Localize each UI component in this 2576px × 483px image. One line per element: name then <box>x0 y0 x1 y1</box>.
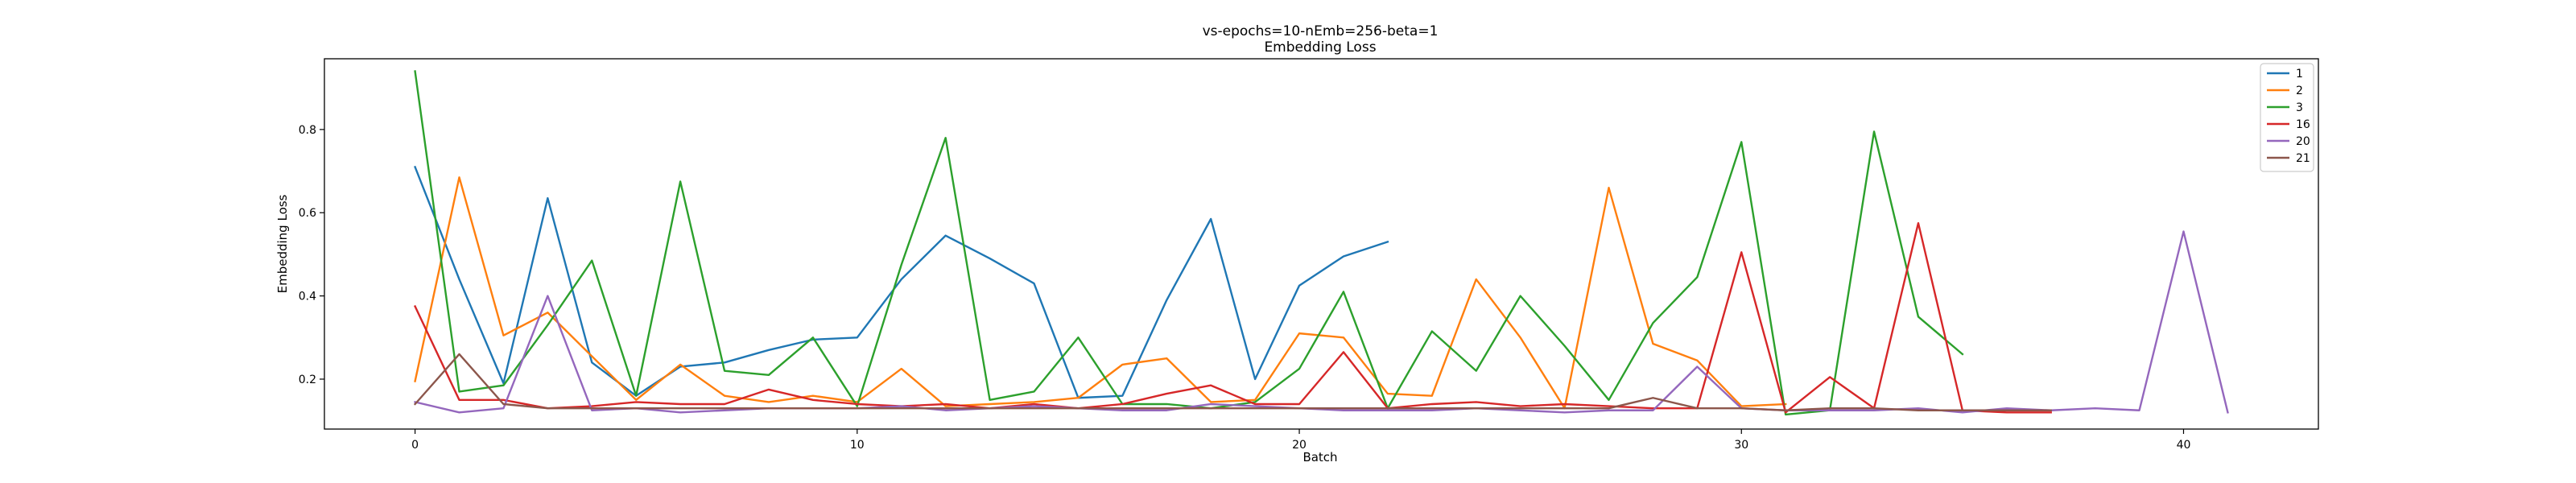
legend-label-1: 1 <box>2296 68 2303 80</box>
y-tick-label: 0.4 <box>299 291 316 303</box>
series-line-2 <box>414 176 1787 410</box>
y-tick-label: 0.2 <box>299 374 316 386</box>
y-axis-label: Embedding Loss <box>275 194 290 293</box>
legend-label-21: 21 <box>2296 152 2310 165</box>
chart-subtitle: Embedding Loss <box>1264 39 1376 56</box>
series-line-20 <box>414 230 2229 414</box>
chart-title: vs-epochs=10-nEmb=256-beta=1 <box>1203 23 1439 39</box>
series-line-21 <box>413 353 2052 411</box>
plot-area: 0 10 20 30 40 0.2 0.4 0.6 0.8 <box>299 58 2319 452</box>
legend-label-16: 16 <box>2296 118 2310 131</box>
x-tick-label: 0 <box>411 439 419 452</box>
x-tick-label: 10 <box>850 439 865 452</box>
x-tick-label: 40 <box>2177 439 2191 452</box>
series-line-1 <box>414 165 1389 399</box>
legend-label-3: 3 <box>2296 101 2303 114</box>
x-axis-label: Batch <box>1302 450 1337 464</box>
legend-label-20: 20 <box>2296 135 2310 148</box>
series-line-3 <box>414 70 1964 416</box>
series-line-16 <box>413 221 2052 414</box>
x-tick-label: 20 <box>1292 439 1307 452</box>
y-tick-label: 0.6 <box>299 207 316 220</box>
x-tick-label: 30 <box>1734 439 1748 452</box>
y-tick-label: 0.8 <box>299 124 316 137</box>
axes-frame <box>324 58 2319 430</box>
legend: 1 2 3 16 20 21 <box>2260 63 2314 172</box>
legend-label-2: 2 <box>2296 85 2303 97</box>
